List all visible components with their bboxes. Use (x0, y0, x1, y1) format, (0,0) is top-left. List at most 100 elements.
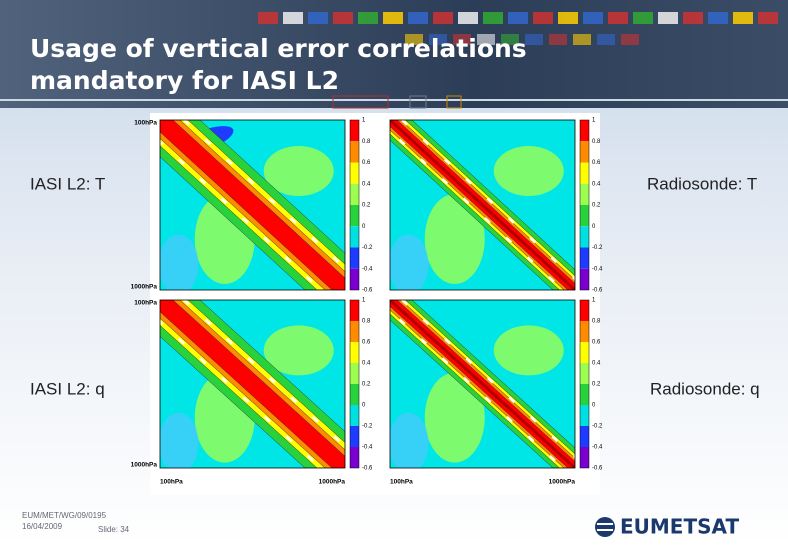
flag (333, 12, 353, 24)
axis-label: 1000hPa (131, 462, 158, 469)
flag (683, 12, 703, 24)
colorbar-label: 0.2 (592, 203, 601, 209)
colorbar-label: 0.4 (592, 181, 601, 187)
contour-plot (368, 300, 597, 473)
colorbar-label: -0.4 (362, 445, 373, 451)
colorbar-label: -0.6 (592, 288, 603, 294)
colorbar-label: 0.4 (362, 361, 371, 367)
colorbar-label: 0.2 (592, 382, 601, 388)
colorbar-segment (350, 248, 359, 269)
flag (621, 34, 639, 45)
footer-reference: EUM/MET/WG/09/0195 (22, 511, 107, 520)
colorbar-label: 0.8 (362, 319, 371, 325)
flag (308, 12, 328, 24)
colorbar-segment (350, 205, 359, 226)
colorbar-segment (580, 321, 589, 342)
colorbar-segment (580, 120, 589, 141)
flag (658, 12, 678, 24)
footer-date: 16/04/2009 (22, 522, 63, 531)
side-label: Radiosonde: q (650, 379, 760, 398)
colorbar-segment (350, 226, 359, 247)
colorbar-segment (350, 120, 359, 141)
colorbar-segment (350, 363, 359, 384)
colorbar-segment (580, 226, 589, 247)
colorbar-label: 0.8 (362, 139, 371, 145)
colorbar-label: -0.4 (362, 266, 373, 272)
flag (533, 12, 553, 24)
contour-blob (494, 325, 564, 375)
flag (708, 12, 728, 24)
colorbar-label: -0.4 (592, 445, 603, 451)
colorbar-label: -0.2 (592, 424, 603, 430)
colorbar-label: -0.4 (592, 266, 603, 272)
side-label: IASI L2: T (30, 174, 105, 193)
colorbar-segment (580, 269, 589, 290)
title-line: mandatory for IASI L2 (30, 66, 339, 95)
colorbar-segment (580, 205, 589, 226)
colorbar-segment (580, 248, 589, 269)
side-label: Radiosonde: T (647, 174, 757, 193)
colorbar-segment (350, 141, 359, 162)
colorbar-label: 0.2 (362, 203, 371, 209)
colorbar-segment (350, 184, 359, 205)
colorbar-segment (580, 141, 589, 162)
contour-plot (368, 120, 597, 295)
colorbar-label: 0.8 (592, 319, 601, 325)
colorbar-segment (350, 405, 359, 426)
logo: EUMETSAT (620, 515, 739, 539)
colorbar-segment (580, 384, 589, 405)
contour-blob (389, 235, 429, 295)
axis-label: 1000hPa (549, 479, 576, 486)
flag (733, 12, 753, 24)
colorbar-label: -0.6 (362, 288, 373, 294)
axis-label: 100hPa (390, 479, 413, 486)
flag (549, 34, 567, 45)
axis-label: 100hPa (160, 479, 183, 486)
flag (383, 12, 403, 24)
flag (458, 12, 478, 24)
flag (583, 12, 603, 24)
colorbar-segment (350, 384, 359, 405)
colorbar-segment (350, 269, 359, 290)
colorbar-label: 0.4 (362, 181, 371, 187)
contour-blob (159, 413, 199, 473)
footer-slide: Slide: 34 (98, 525, 130, 534)
flag (483, 12, 503, 24)
colorbar-label: -0.6 (592, 466, 603, 472)
axis-label: 100hPa (134, 300, 157, 307)
colorbar-label: -0.2 (362, 424, 373, 430)
flag (508, 12, 528, 24)
logo-mark (595, 517, 615, 537)
colorbar-label: 0.8 (592, 139, 601, 145)
contour-blob (494, 146, 564, 196)
colorbar-label: 0.6 (592, 340, 601, 346)
flag (758, 12, 778, 24)
colorbar-label: 0.6 (592, 160, 601, 166)
flag (597, 34, 615, 45)
flag (608, 12, 628, 24)
colorbar-segment (350, 447, 359, 468)
colorbar-segment (350, 321, 359, 342)
contour-blob (389, 413, 429, 473)
colorbar-label: -0.6 (362, 466, 373, 472)
slide: Usage of vertical error correlations man… (0, 0, 788, 546)
side-label: IASI L2: q (30, 379, 105, 398)
colorbar-label: -0.2 (592, 245, 603, 251)
colorbar-segment (350, 300, 359, 321)
colorbar-segment (350, 426, 359, 447)
flag (258, 12, 278, 24)
title-line: Usage of vertical error correlations (30, 34, 527, 63)
flag (633, 12, 653, 24)
axis-label: 100hPa (134, 120, 157, 127)
colorbar-segment (350, 163, 359, 184)
colorbar-segment (580, 300, 589, 321)
flag (573, 34, 591, 45)
flag (558, 12, 578, 24)
contour-blob (159, 235, 199, 295)
flag (408, 12, 428, 24)
axis-label: 1000hPa (319, 479, 346, 486)
colorbar-segment (580, 363, 589, 384)
flag (433, 12, 453, 24)
colorbar-label: 0.4 (592, 361, 601, 367)
colorbar-segment (580, 163, 589, 184)
